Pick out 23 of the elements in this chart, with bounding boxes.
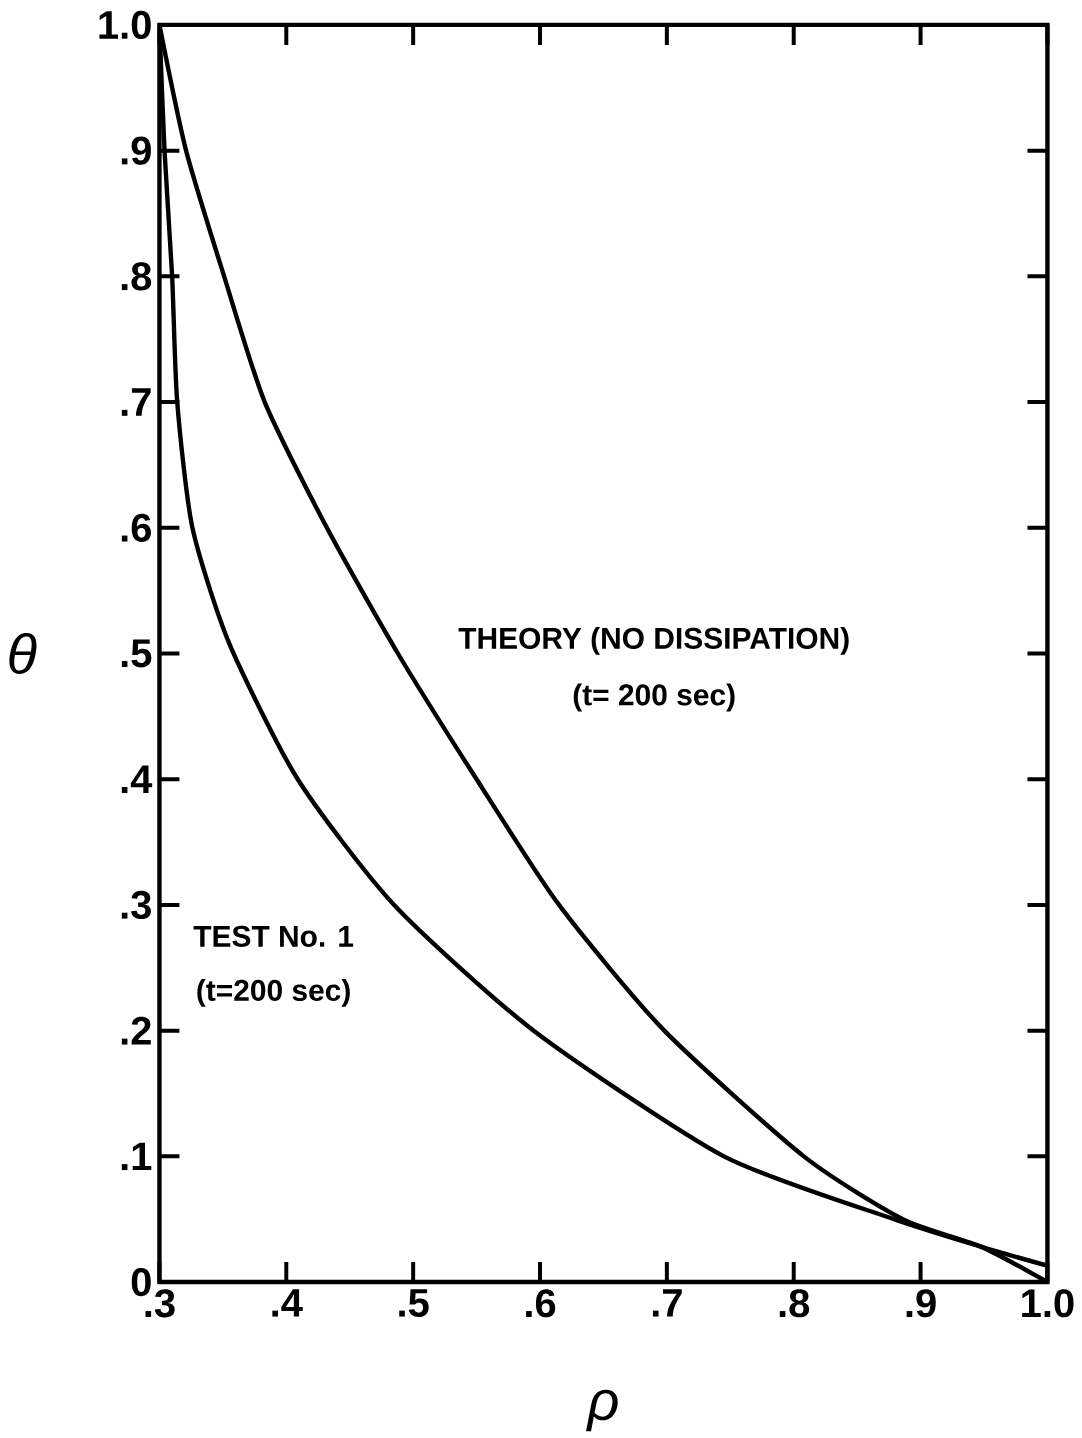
- y-tick-label: .7: [121, 388, 151, 416]
- y-tick-label: .2: [121, 1016, 151, 1045]
- y-tick-label: .6: [121, 513, 152, 542]
- x-tick-label: .6: [526, 1289, 556, 1318]
- y-tick-label: .9: [121, 136, 152, 165]
- x-tick-label: .7: [653, 1289, 682, 1317]
- y-axis-title: θ: [9, 633, 37, 674]
- x-tick-label: .9: [906, 1289, 936, 1318]
- x-tick-label: .4: [272, 1289, 303, 1317]
- annotation: (t=200 sec): [197, 978, 350, 1007]
- y-tick-label: .5: [121, 639, 152, 668]
- annotation: THEORY (NO DISSIPATION): [458, 626, 849, 655]
- y-tick-label: 1.0: [99, 10, 151, 40]
- x-tick-label: .5: [399, 1289, 429, 1317]
- y-tick-label: .3: [121, 890, 152, 920]
- y-tick-label: .8: [121, 262, 152, 291]
- y-tick-label: .4: [121, 765, 153, 793]
- y-tick-label: .1: [121, 1142, 152, 1171]
- x-axis-title: ρ: [586, 1389, 618, 1432]
- annotation: (t= 200 sec): [573, 683, 735, 712]
- x-tick-label: 1.0: [1022, 1289, 1074, 1318]
- annotation: TEST No. 1: [193, 925, 354, 947]
- x-tick-label: .8: [779, 1289, 810, 1318]
